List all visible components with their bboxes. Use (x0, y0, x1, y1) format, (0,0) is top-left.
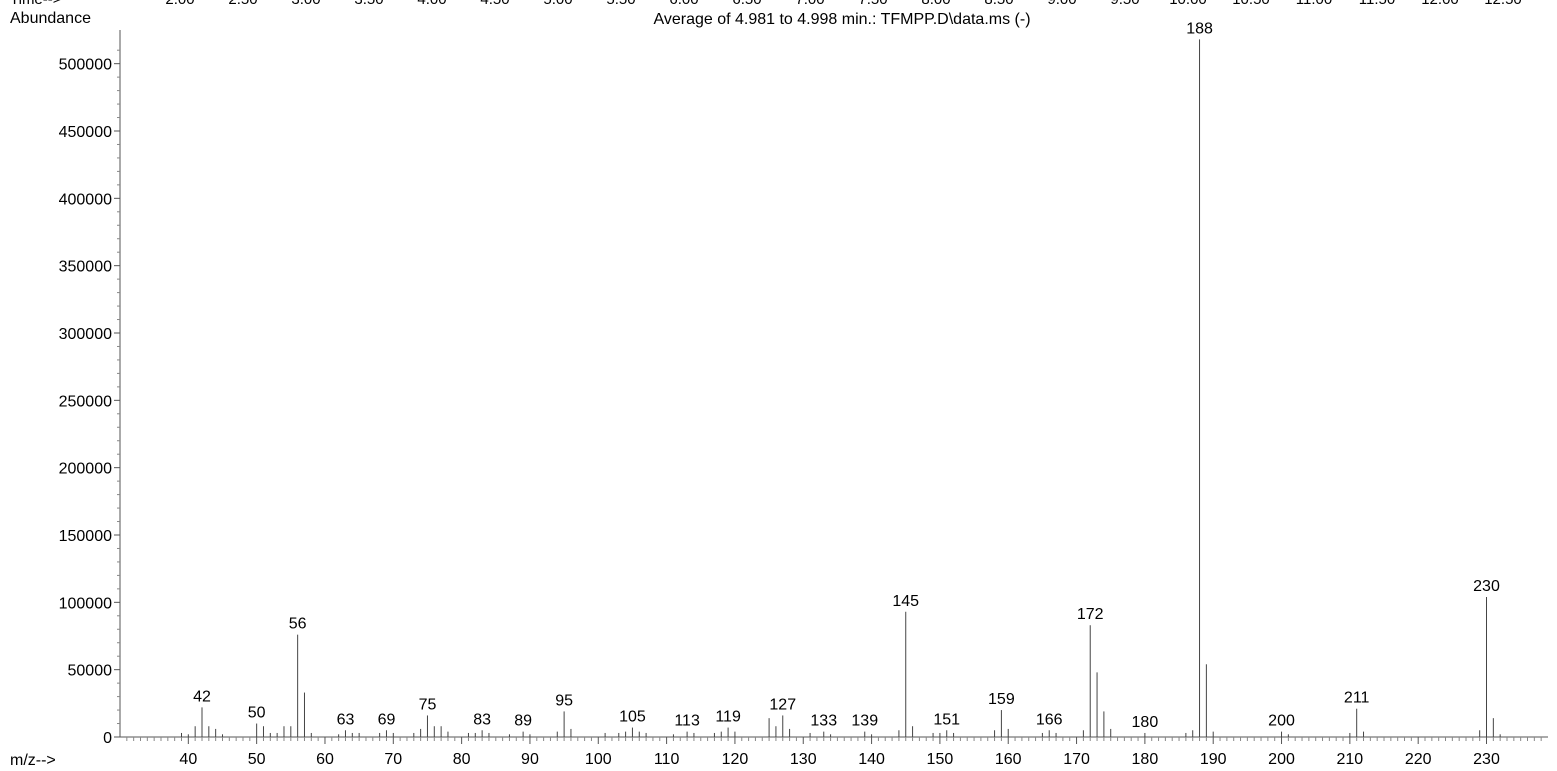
time-axis-tick-label: 4.50 (480, 0, 509, 8)
peak-label: 113 (674, 713, 700, 730)
time-axis-tick-label: 9.00 (1047, 0, 1076, 8)
peak-label: 69 (378, 711, 396, 728)
time-axis-tick-label: 12.50 (1484, 0, 1522, 8)
x-tick-label: 230 (1473, 751, 1500, 768)
time-axis-tick-label: 3.00 (291, 0, 320, 8)
spectrum-peaks (180, 39, 1501, 737)
x-tick-label: 80 (453, 751, 471, 768)
peak-label: 159 (988, 691, 1015, 708)
x-tick-label: 210 (1337, 751, 1364, 768)
time-axis-tick-label: 5.50 (606, 0, 635, 8)
time-axis-tick-label: 2.00 (165, 0, 194, 8)
peak-label: 230 (1473, 578, 1500, 595)
peak-label: 172 (1077, 606, 1104, 623)
x-tick-label: 120 (722, 751, 749, 768)
time-axis-tick-label: 5.00 (543, 0, 572, 8)
x-tick-label: 220 (1405, 751, 1432, 768)
peak-label: 63 (337, 711, 355, 728)
y-tick-label: 200000 (59, 461, 112, 478)
y-tick-label: 150000 (59, 528, 112, 545)
peak-labels: 42 50 56 63 69 75 83 89 95 105 113 119 127 133 139 145 1… (193, 20, 1500, 731)
y-tick-label: 400000 (59, 191, 112, 208)
peak-label: 200 (1268, 713, 1295, 730)
y-tick-label: 450000 (59, 124, 112, 141)
y-tick-label: 250000 (59, 393, 112, 410)
x-tick-label: 50 (248, 751, 266, 768)
peak-label: 105 (619, 709, 646, 726)
time-axis-tick-label: 8.00 (921, 0, 950, 8)
time-axis-tick-label: 11.50 (1359, 0, 1395, 8)
time-axis-tick-label: 2.50 (228, 0, 257, 8)
y-axis-label: Abundance (10, 10, 91, 27)
peak-label: 145 (892, 593, 919, 610)
peak-label: 83 (473, 711, 491, 728)
peak-label: 133 (810, 713, 837, 730)
x-tick-label: 150 (927, 751, 954, 768)
peak-label: 89 (514, 713, 532, 730)
time-axis-tick-label: 4.00 (417, 0, 446, 8)
time-axis-tick-label: 8.50 (984, 0, 1013, 8)
y-tick-label: 350000 (59, 259, 112, 276)
y-tick-label: 100000 (59, 595, 112, 612)
x-axis-ticks: 40 50 60 70 80 90 100 110 120 130 140 150 160 170 180 1… (126, 737, 1542, 768)
peak-label: 95 (555, 692, 573, 709)
time-axis-tick-label: 7.00 (795, 0, 824, 8)
x-tick-label: 100 (585, 751, 612, 768)
y-tick-label: 500000 (59, 57, 112, 74)
chart-title: Average of 4.981 to 4.998 min.: TFMPP.D\… (653, 11, 1030, 28)
time-axis-tick-label: 11.00 (1296, 0, 1332, 8)
y-tick-label: 50000 (68, 663, 113, 680)
peak-label: 139 (851, 713, 878, 730)
time-axis-strip: Time--> 2.00 2.50 3.00 3.50 4.00 4.50 5.00 5.50 6… (10, 0, 1522, 8)
x-tick-label: 190 (1200, 751, 1227, 768)
time-axis-tick-label: 12.00 (1421, 0, 1459, 8)
time-axis-tick-label: 10.50 (1232, 0, 1270, 8)
peak-label: 151 (933, 711, 960, 728)
x-axis-label: m/z--> (10, 752, 56, 769)
x-tick-label: 40 (179, 751, 197, 768)
x-tick-label: 140 (858, 751, 885, 768)
peak-label: 180 (1132, 714, 1159, 731)
time-axis-label: Time--> (10, 0, 62, 8)
time-axis-tick-label: 6.50 (732, 0, 761, 8)
peak-label: 211 (1344, 690, 1370, 707)
time-axis-tick-label: 9.50 (1110, 0, 1139, 8)
peak-label: 166 (1036, 711, 1063, 728)
peak-label: 188 (1186, 20, 1213, 37)
peak-label: 75 (419, 696, 437, 713)
peak-label: 119 (715, 709, 741, 726)
peak-label: 42 (193, 688, 211, 705)
time-axis-tick-label: 3.50 (354, 0, 383, 8)
x-tick-label: 130 (790, 751, 817, 768)
x-tick-label: 60 (316, 751, 334, 768)
peak-label: 56 (289, 616, 307, 633)
y-tick-label: 0 (103, 730, 112, 747)
x-tick-label: 70 (384, 751, 402, 768)
time-axis-tick-label: 7.50 (858, 0, 887, 8)
time-axis-tick-label: 10.00 (1169, 0, 1207, 8)
x-tick-label: 170 (1063, 751, 1090, 768)
x-tick-label: 180 (1132, 751, 1159, 768)
x-tick-label: 200 (1268, 751, 1295, 768)
y-axis-ticks: 0 50000 100000 150000 200000 250000 300000 3500… (59, 49, 120, 747)
time-axis-tick-label: 6.00 (669, 0, 698, 8)
peak-label: 50 (248, 705, 266, 722)
y-tick-label: 300000 (59, 326, 112, 343)
x-tick-label: 110 (654, 751, 680, 768)
x-tick-label: 90 (521, 751, 539, 768)
peak-label: 127 (769, 696, 796, 713)
x-tick-label: 160 (995, 751, 1022, 768)
